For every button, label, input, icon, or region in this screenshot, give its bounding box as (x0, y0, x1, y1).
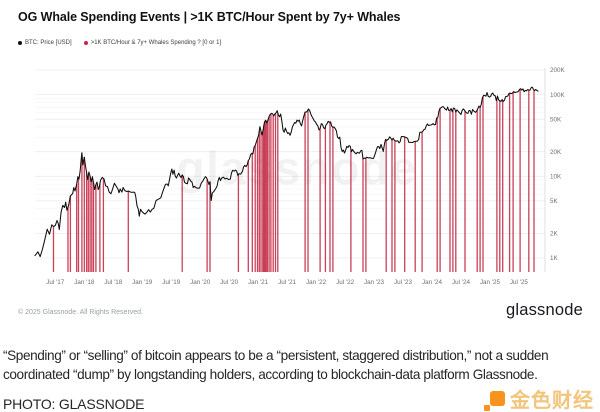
svg-text:Jan '19: Jan '19 (132, 279, 153, 286)
svg-text:Jul '18: Jul '18 (104, 279, 123, 286)
article-caption: “Spending” or “selling” of bitcoin appea… (0, 339, 600, 412)
legend-item-whale-spending: >1K BTC/Hour & 7y+ Whales Spending ? [0 … (83, 40, 222, 46)
svg-text:Jul '17: Jul '17 (46, 279, 65, 286)
whale-spending-chart: 200K 100K 50K 20K 10K 5K 2K 1K glassnode Jul '17 J… (34, 67, 566, 286)
svg-text:5K: 5K (550, 198, 559, 205)
svg-text:Jul '21: Jul '21 (278, 279, 297, 286)
svg-text:Jul '24: Jul '24 (452, 279, 471, 286)
svg-text:Jul '22: Jul '22 (336, 279, 355, 286)
page-title: OG Whale Spending Events | >1K BTC/Hour … (18, 10, 401, 24)
svg-text:100K: 100K (550, 92, 566, 99)
svg-text:Jan '18: Jan '18 (74, 279, 95, 286)
svg-text:200K: 200K (550, 67, 566, 74)
svg-text:Jan '21: Jan '21 (248, 279, 269, 286)
svg-text:10K: 10K (550, 174, 562, 181)
svg-text:Jan '25: Jan '25 (480, 279, 501, 286)
svg-text:1K: 1K (550, 255, 559, 262)
jinse-logo: 金色财经 (484, 391, 594, 412)
caption-line-2: coordinated “dump” by longstanding holde… (3, 366, 538, 382)
photo-credit: PHOTO: GLASSNODE (3, 396, 145, 412)
svg-text:Jul '25: Jul '25 (510, 279, 529, 286)
svg-text:Jan '23: Jan '23 (364, 279, 385, 286)
svg-text:20K: 20K (550, 149, 562, 156)
jinse-logo-icon (484, 391, 505, 412)
glassnode-watermark: glassnode (176, 142, 417, 194)
svg-text:50K: 50K (550, 116, 562, 123)
copyright-text: © 2025 Glassnode. All Rights Reserved. (18, 309, 144, 316)
legend-label-whale-spending: >1K BTC/Hour & 7y+ Whales Spending ? [0 … (90, 40, 222, 46)
svg-text:Jan '22: Jan '22 (306, 279, 327, 286)
caption-line-1: “Spending” or “selling” of bitcoin appea… (3, 348, 549, 363)
legend: BTC: Price [USD] >1K BTC/Hour & 7y+ Whal… (18, 40, 221, 46)
svg-text:2K: 2K (550, 231, 559, 238)
legend-label-btc-price: BTC: Price [USD] (25, 40, 72, 46)
svg-text:Jan '24: Jan '24 (422, 279, 443, 286)
btc-price-line (34, 86, 539, 258)
svg-text:Jul '20: Jul '20 (220, 279, 239, 286)
glassnode-chart-card: OG Whale Spending Events | >1K BTC/Hour … (18, 10, 583, 319)
glassnode-wordmark: glassnode (505, 301, 583, 319)
svg-text:Jul '23: Jul '23 (394, 279, 413, 286)
legend-item-btc-price: BTC: Price [USD] (18, 40, 72, 46)
svg-text:Jan '20: Jan '20 (190, 279, 211, 286)
svg-text:Jul '19: Jul '19 (162, 279, 181, 286)
whale-spending-dot-icon (83, 41, 88, 45)
jinse-logo-text: 金色财经 (510, 390, 594, 412)
btc-price-dot-icon (18, 41, 22, 45)
